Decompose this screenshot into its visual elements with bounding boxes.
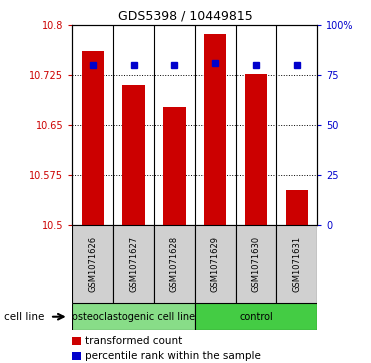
Text: osteoclastogenic cell line: osteoclastogenic cell line	[72, 312, 195, 322]
FancyBboxPatch shape	[72, 303, 195, 330]
Bar	[163, 107, 186, 225]
FancyBboxPatch shape	[113, 225, 154, 303]
FancyBboxPatch shape	[154, 225, 195, 303]
FancyBboxPatch shape	[72, 225, 113, 303]
Text: GSM1071630: GSM1071630	[252, 236, 260, 292]
Bar	[286, 191, 308, 225]
Bar	[122, 85, 145, 225]
Text: GSM1071626: GSM1071626	[88, 236, 97, 292]
FancyBboxPatch shape	[195, 303, 317, 330]
FancyBboxPatch shape	[236, 225, 276, 303]
FancyBboxPatch shape	[195, 225, 236, 303]
Text: cell line: cell line	[4, 312, 44, 322]
Bar	[82, 51, 104, 225]
Bar	[204, 34, 226, 225]
Text: control: control	[239, 312, 273, 322]
Text: GSM1071628: GSM1071628	[170, 236, 179, 292]
Text: GSM1071627: GSM1071627	[129, 236, 138, 292]
Text: GSM1071631: GSM1071631	[292, 236, 301, 292]
Text: GDS5398 / 10449815: GDS5398 / 10449815	[118, 9, 253, 22]
Bar	[245, 74, 267, 225]
Text: GSM1071629: GSM1071629	[211, 236, 220, 292]
Text: percentile rank within the sample: percentile rank within the sample	[85, 351, 261, 362]
Text: transformed count: transformed count	[85, 336, 183, 346]
FancyBboxPatch shape	[276, 225, 317, 303]
